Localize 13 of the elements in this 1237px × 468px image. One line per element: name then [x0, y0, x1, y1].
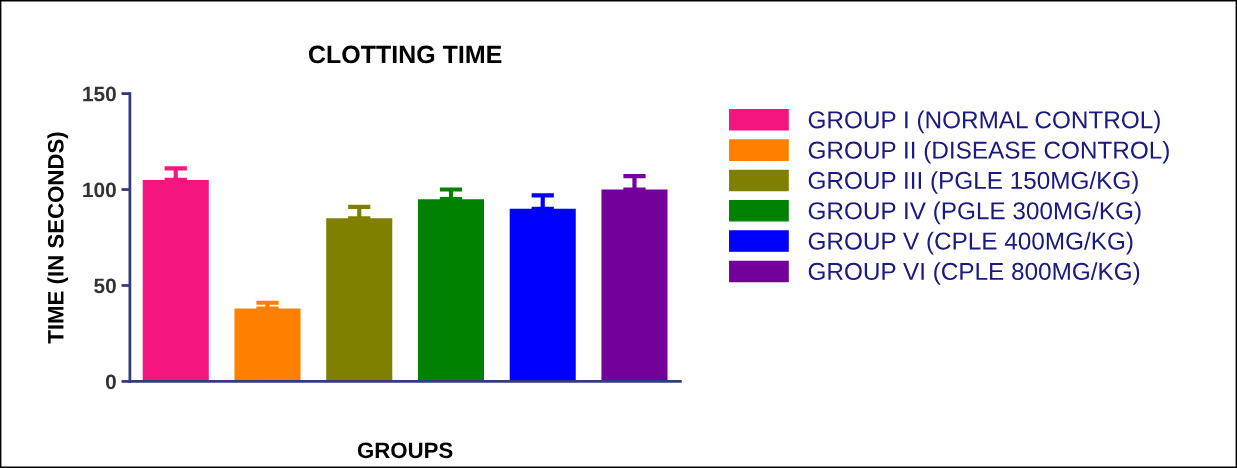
y-tick-label: 100 [83, 182, 116, 198]
chart-title: CLOTTING TIME [308, 45, 502, 64]
x-axis-title: GROUPS [357, 442, 453, 459]
legend-label: GROUP VI (CPLE 800MG/KG) [808, 262, 1140, 285]
y-tick-label: 150 [83, 86, 116, 102]
legend-label: GROUP III (PGLE 150MG/KG) [808, 171, 1138, 194]
y-tick-label: 0 [105, 374, 116, 390]
y-tick-label: 50 [94, 278, 116, 294]
legend-label: GROUP V (CPLE 400MG/KG) [808, 231, 1133, 255]
legend-label: GROUP I (NORMAL CONTROL) [808, 110, 1160, 134]
legend-label: GROUP II (DISEASE CONTROL) [808, 140, 1169, 164]
y-axis-title: TIME (IN SECONDS) [47, 132, 69, 344]
legend-label: GROUP IV (PGLE 300MG/KG) [808, 201, 1141, 225]
